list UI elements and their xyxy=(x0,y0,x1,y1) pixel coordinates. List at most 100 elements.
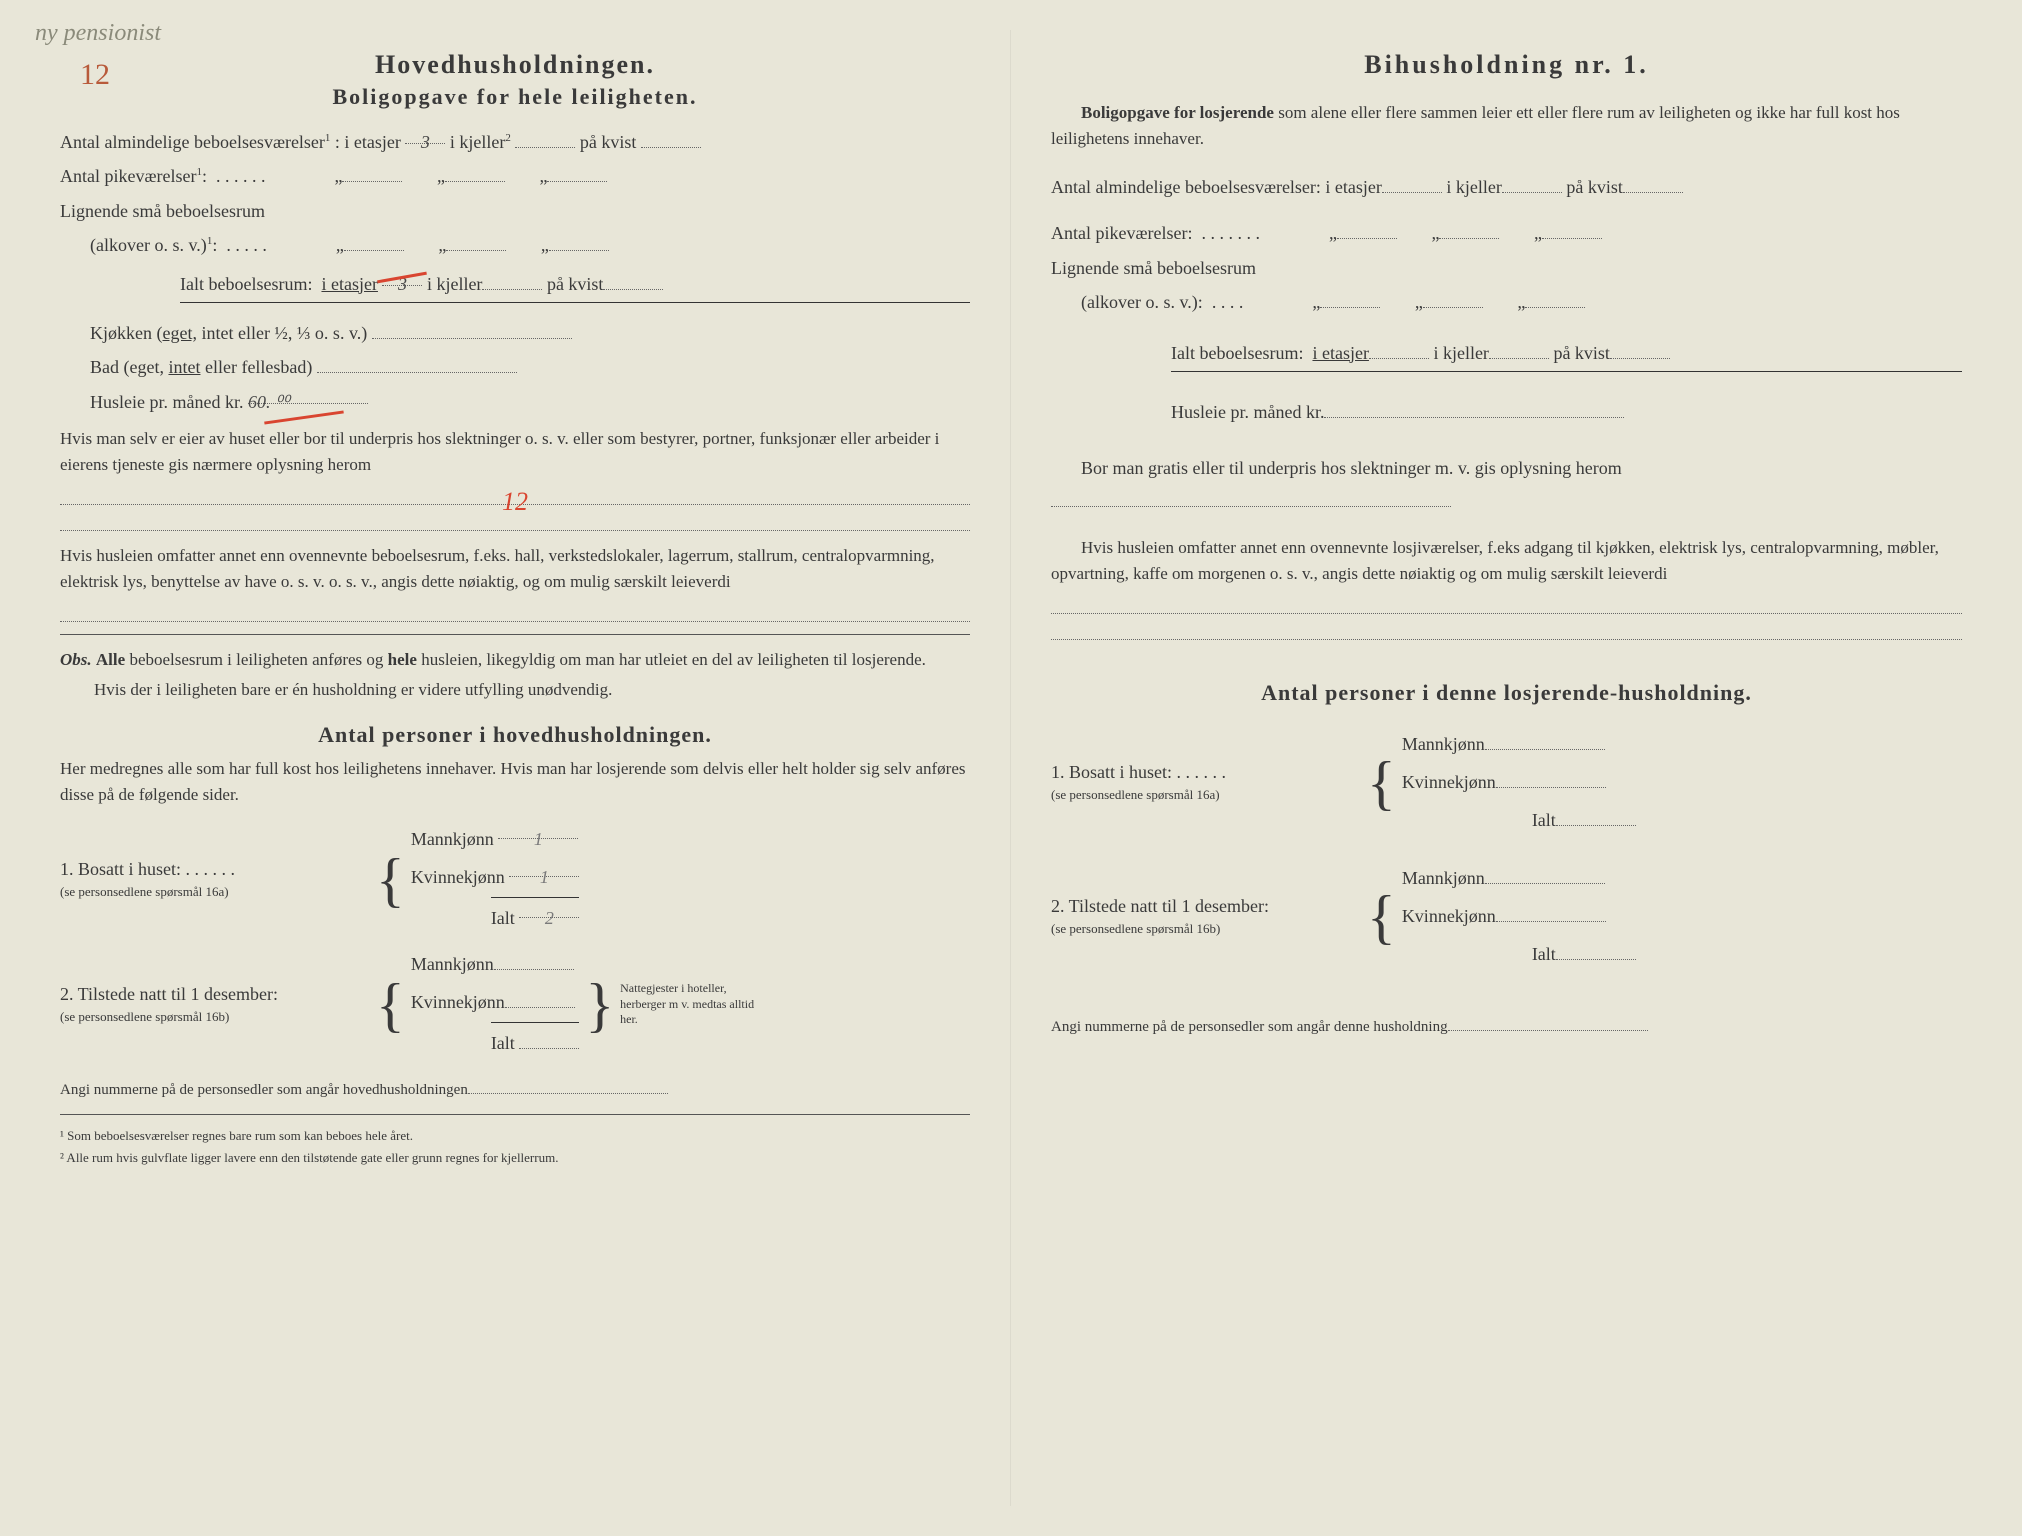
label: eller fellesbad) xyxy=(200,357,312,377)
red-12: 12 xyxy=(502,487,528,516)
ialt-etasjer-value: 3 xyxy=(382,268,422,286)
label: Bad (eget, xyxy=(90,357,168,377)
fill-line: 12 xyxy=(60,487,970,505)
angi-nummerne: Angi nummerne på de personsedler som ang… xyxy=(60,1077,970,1104)
brace-icon: { xyxy=(376,862,405,898)
ialt-line: Ialt beboelsesrum: i etasjer i kjeller p… xyxy=(1171,337,1962,372)
label: Bor man gratis eller til underpris hos s… xyxy=(1081,458,1622,478)
brace-icon: { xyxy=(1367,899,1396,935)
right-title: Bihusholdning nr. 1. xyxy=(1051,50,1962,80)
label: i etasjer xyxy=(1312,343,1368,363)
left-page: ny pensionist 12 Hovedhusholdningen. Bol… xyxy=(20,30,1011,1506)
blank xyxy=(494,952,574,970)
label: eget, xyxy=(162,323,196,343)
label: Kvinnekjønn xyxy=(411,867,505,887)
label: Antal almindelige beboelsesværelser: i e… xyxy=(1051,177,1382,197)
label: på kvist xyxy=(1553,343,1610,363)
sup: 2 xyxy=(505,132,511,144)
brace-content: Mannkjønn Kvinnekjønn Ialt xyxy=(1402,726,1636,840)
intro-bold: Boligopgave for losjerende xyxy=(1081,103,1274,122)
red-number-top: 12 xyxy=(80,58,110,92)
blank xyxy=(446,233,506,251)
obs-text2: Hvis der i leiligheten bare er én hushol… xyxy=(94,677,970,703)
sup: 1 xyxy=(325,132,331,144)
label: Kjøkken ( xyxy=(90,323,162,343)
label: Ialt xyxy=(1532,810,1556,830)
blank xyxy=(603,272,663,290)
blank xyxy=(342,164,402,182)
etasjer-value: 3 xyxy=(405,126,445,144)
label: Antal pikeværelser: xyxy=(1051,223,1192,243)
bosatt-label: 1. Bosatt i huset: . . . . . . (se perso… xyxy=(1051,762,1361,804)
hvis-eier-text: Hvis man selv er eier av huset eller bor… xyxy=(60,426,970,477)
blank xyxy=(1051,489,1451,507)
blank xyxy=(1542,221,1602,239)
blank xyxy=(372,321,572,339)
blank xyxy=(547,164,607,182)
pikev-line: Antal pikeværelser: . . . . . . . „ „ „ xyxy=(1051,217,1962,249)
bosatt-group: 1. Bosatt i huset: . . . . . . (se perso… xyxy=(60,821,970,938)
blank xyxy=(1556,808,1636,826)
divider xyxy=(60,1114,970,1115)
blank xyxy=(1382,175,1442,193)
blank xyxy=(445,164,505,182)
label: Angi nummerne på de personsedler som ang… xyxy=(1051,1019,1448,1035)
pikev-line: Antal pikeværelser1: . . . . . . „ „ „ xyxy=(60,160,970,192)
blank xyxy=(549,233,609,251)
hvis-husleien-text: Hvis husleien omfatter annet enn ovennev… xyxy=(1051,535,1962,586)
sublabel: (se personsedlene spørsmål 16b) xyxy=(1051,921,1220,936)
blank xyxy=(1485,732,1605,750)
label: 1. Bosatt i huset: xyxy=(60,859,181,879)
alkover-line: (alkover o. s. v.)1: . . . . . „ „ „ xyxy=(90,229,970,261)
label: i kjeller xyxy=(1433,343,1488,363)
blank xyxy=(1485,866,1605,884)
sublabel: (se personsedlene spørsmål 16b) xyxy=(60,1009,229,1024)
label: Husleie pr. måned kr. xyxy=(1171,402,1324,422)
main-title: Hovedhusholdningen. xyxy=(60,50,970,80)
blank xyxy=(505,990,575,1008)
ordinary-rooms-line: Antal almindelige beboelsesværelser: i e… xyxy=(1051,171,1962,203)
label: Lignende små beboelsesrum xyxy=(60,201,265,221)
lign-line: Lignende små beboelsesrum xyxy=(60,195,970,227)
label: 1. Bosatt i huset: xyxy=(1051,762,1172,782)
nattegjester-note: Nattegjester i hoteller, herberger m v. … xyxy=(620,981,760,1028)
fill-line xyxy=(1051,596,1962,614)
sup: 1 xyxy=(207,235,213,247)
blank xyxy=(468,1079,668,1094)
label: 2. Tilstede natt til 1 desember: xyxy=(1051,896,1269,916)
bad-line: Bad (eget, intet eller fellesbad) xyxy=(90,351,970,383)
label: Husleie pr. måned kr. xyxy=(90,392,243,412)
label: Mannkjønn xyxy=(411,954,494,974)
husleie-value: 60. ⁰⁰ xyxy=(248,386,368,404)
blank xyxy=(519,1031,579,1049)
brace-content: Mannkjønn Kvinnekjønn Ialt xyxy=(1402,860,1636,974)
label: intet eller ½, ⅓ o. s. v.) xyxy=(197,323,367,343)
label: Ialt beboelsesrum: xyxy=(180,274,312,294)
bosatt-label: 1. Bosatt i huset: . . . . . . (se perso… xyxy=(60,859,370,901)
brace-icon: } xyxy=(585,987,614,1023)
right-intro: Boligopgave for losjerende som alene ell… xyxy=(1051,100,1962,151)
label: (alkover o. s. v.): xyxy=(1081,292,1203,312)
blank xyxy=(515,130,575,148)
label: Antal almindelige beboelsesværelser xyxy=(60,132,325,152)
label: i etasjer xyxy=(321,274,377,294)
blank xyxy=(1496,904,1606,922)
sup: 1 xyxy=(196,166,202,178)
brace-content: Mannkjønn 1 Kvinnekjønn 1 Ialt 2 xyxy=(411,821,580,938)
label: Ialt xyxy=(491,1033,515,1053)
label: på kvist xyxy=(547,274,604,294)
value-text: 60. ⁰⁰ xyxy=(248,392,289,412)
kvinne-value: 1 xyxy=(509,859,579,877)
blank xyxy=(1448,1016,1648,1031)
label: Ialt xyxy=(491,908,515,928)
brace-icon: { xyxy=(376,987,405,1023)
fill-line xyxy=(1051,622,1962,640)
blank xyxy=(641,130,701,148)
ialt-line: Ialt beboelsesrum: i etasjer 3 i kjeller… xyxy=(180,268,970,303)
blank xyxy=(482,272,542,290)
label: Ialt beboelsesrum: xyxy=(1171,343,1303,363)
blank xyxy=(1489,341,1549,359)
blank xyxy=(1610,341,1670,359)
label: (alkover o. s. v.) xyxy=(90,235,207,255)
mann-value: 1 xyxy=(498,821,578,839)
